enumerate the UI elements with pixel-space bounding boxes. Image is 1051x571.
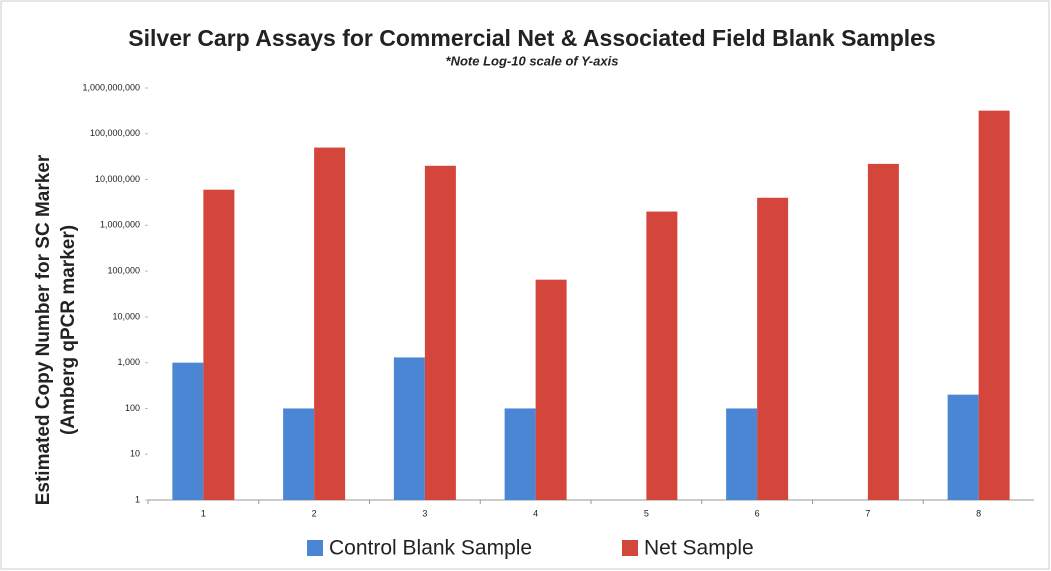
bar [757,197,789,500]
x-tick-label: 1 [201,508,206,518]
x-tick-label: 2 [312,508,317,518]
bar [978,110,1010,500]
bar [867,163,899,501]
bar [504,408,536,500]
y-tick-label: 100,000 [107,265,140,275]
y-tick-label: 10,000,000 [95,174,140,184]
x-tick-label: 7 [865,508,870,518]
bar [283,408,315,500]
y-tick-label: 10,000 [112,311,140,321]
y-tick-label: 1,000,000 [100,220,140,230]
x-tick-label: 5 [644,508,649,518]
chart-title: Silver Carp Assays for Commercial Net & … [128,25,935,51]
legend-swatch [622,540,638,556]
bar [646,211,678,500]
bar [424,165,456,500]
bar [172,362,204,500]
y-tick-label: 1 [135,494,140,504]
legend-label: Net Sample [644,537,754,560]
legend-label: Control Blank Sample [329,537,532,560]
legend-swatch [307,540,323,556]
x-tick-label: 4 [533,508,538,518]
bar [203,189,235,500]
y-tick-label: 100,000,000 [90,128,140,138]
bar [947,394,979,500]
bar [535,279,567,500]
chart-subtitle: *Note Log-10 scale of Y-axis [446,53,619,68]
x-tick-label: 3 [422,508,427,518]
bar [314,147,346,500]
y-tick-label: 1,000 [117,357,140,367]
bar [393,357,425,500]
y-tick-label: 100 [125,403,140,413]
bar [726,408,758,500]
x-tick-label: 6 [755,508,760,518]
y-axis-label: Estimated Copy Number for SC Marker (Amb… [33,154,79,505]
y-axis-label-line: Estimated Copy Number for SC Marker [33,154,54,505]
x-tick-label: 8 [976,508,981,518]
y-tick-label: 1,000,000,000 [82,82,140,92]
y-tick-label: 10 [130,449,140,459]
y-axis-label-line: (Amberg qPCR marker) [58,225,79,435]
